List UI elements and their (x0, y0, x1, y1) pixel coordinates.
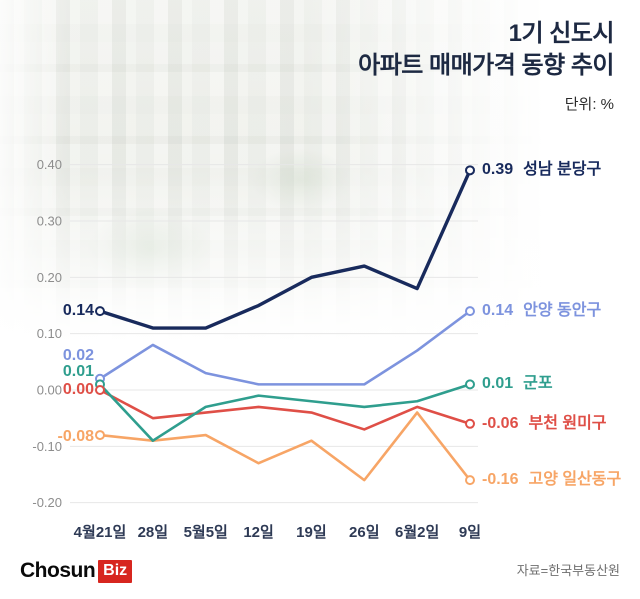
y-tick-label: -0.10 (32, 439, 62, 454)
series-end-label: 0.14 안양 동안구 (482, 300, 601, 322)
y-tick-label: 0.00 (37, 383, 62, 398)
x-axis-label: 6월2일 (395, 524, 439, 541)
source-credit: 자료=한국부동산원 (516, 563, 620, 578)
x-axis-label: 19일 (296, 524, 327, 541)
point-marker (465, 379, 475, 390)
y-tick-label: 0.10 (37, 326, 62, 341)
series-end-value: -0.16 (482, 471, 519, 489)
series-end-label: 0.39 성남 분당구 (482, 159, 601, 181)
y-tick-label: 0.30 (37, 214, 62, 229)
y-tick-label: -0.20 (32, 495, 62, 510)
chosunbiz-logo: Chosun Biz (20, 559, 133, 583)
series-name: 성남 분당구 (523, 161, 602, 179)
series-end-value: 0.14 (482, 302, 514, 320)
page-title: 1기 신도시 아파트 매매가격 동향 추이 (358, 18, 614, 81)
series-start-value: 0.00 (62, 381, 94, 398)
series-end-value: -0.06 (482, 414, 519, 432)
series-start-value: 0.01 (62, 363, 94, 381)
series-start-value: 0.02 (62, 346, 94, 364)
series-end-label: -0.16 고양 일산동구 (482, 469, 621, 491)
series-line (98, 383, 472, 442)
x-axis-label: 4월21일 (74, 524, 127, 541)
point-marker (465, 418, 475, 429)
series-end-value: 0.01 (482, 375, 514, 393)
series-end-label: 0.01 군포 (482, 373, 553, 395)
x-axis-label: 28일 (138, 524, 169, 541)
y-tick-label: 0.40 (37, 157, 62, 172)
x-axis-label: 9일 (459, 524, 481, 541)
series-start-value: -0.08 (57, 428, 94, 446)
series-end-label: -0.06 부천 원미구 (482, 413, 607, 435)
logo-text-chosun: Chosun (20, 559, 96, 582)
point-marker (465, 475, 475, 486)
x-axis-label: 26일 (349, 524, 380, 541)
point-marker (465, 306, 475, 317)
series-end-value: 0.39 (482, 161, 514, 179)
series-name: 부천 원미구 (528, 414, 607, 432)
logo-text-biz: Biz (98, 559, 133, 583)
y-tick-label: 0.20 (37, 270, 62, 285)
series-line (98, 411, 472, 482)
point-marker (95, 385, 105, 395)
series-line (98, 388, 472, 431)
series-name: 고양 일산동구 (528, 471, 622, 489)
title-line2: 아파트 매매가격 동향 추이 (358, 51, 614, 79)
series-line (98, 168, 472, 330)
series-start-value: 0.14 (62, 302, 94, 320)
point-marker (465, 165, 475, 176)
series-line (98, 309, 472, 386)
unit-label: 단위: % (564, 96, 614, 113)
x-axis-label: 12일 (243, 524, 274, 541)
point-marker (95, 306, 105, 317)
point-marker (95, 430, 105, 441)
title-line1: 1기 신도시 (508, 20, 615, 47)
x-axis-label: 5월5일 (184, 524, 228, 541)
series-name: 안양 동안구 (523, 302, 602, 320)
series-name: 군포 (523, 375, 553, 393)
